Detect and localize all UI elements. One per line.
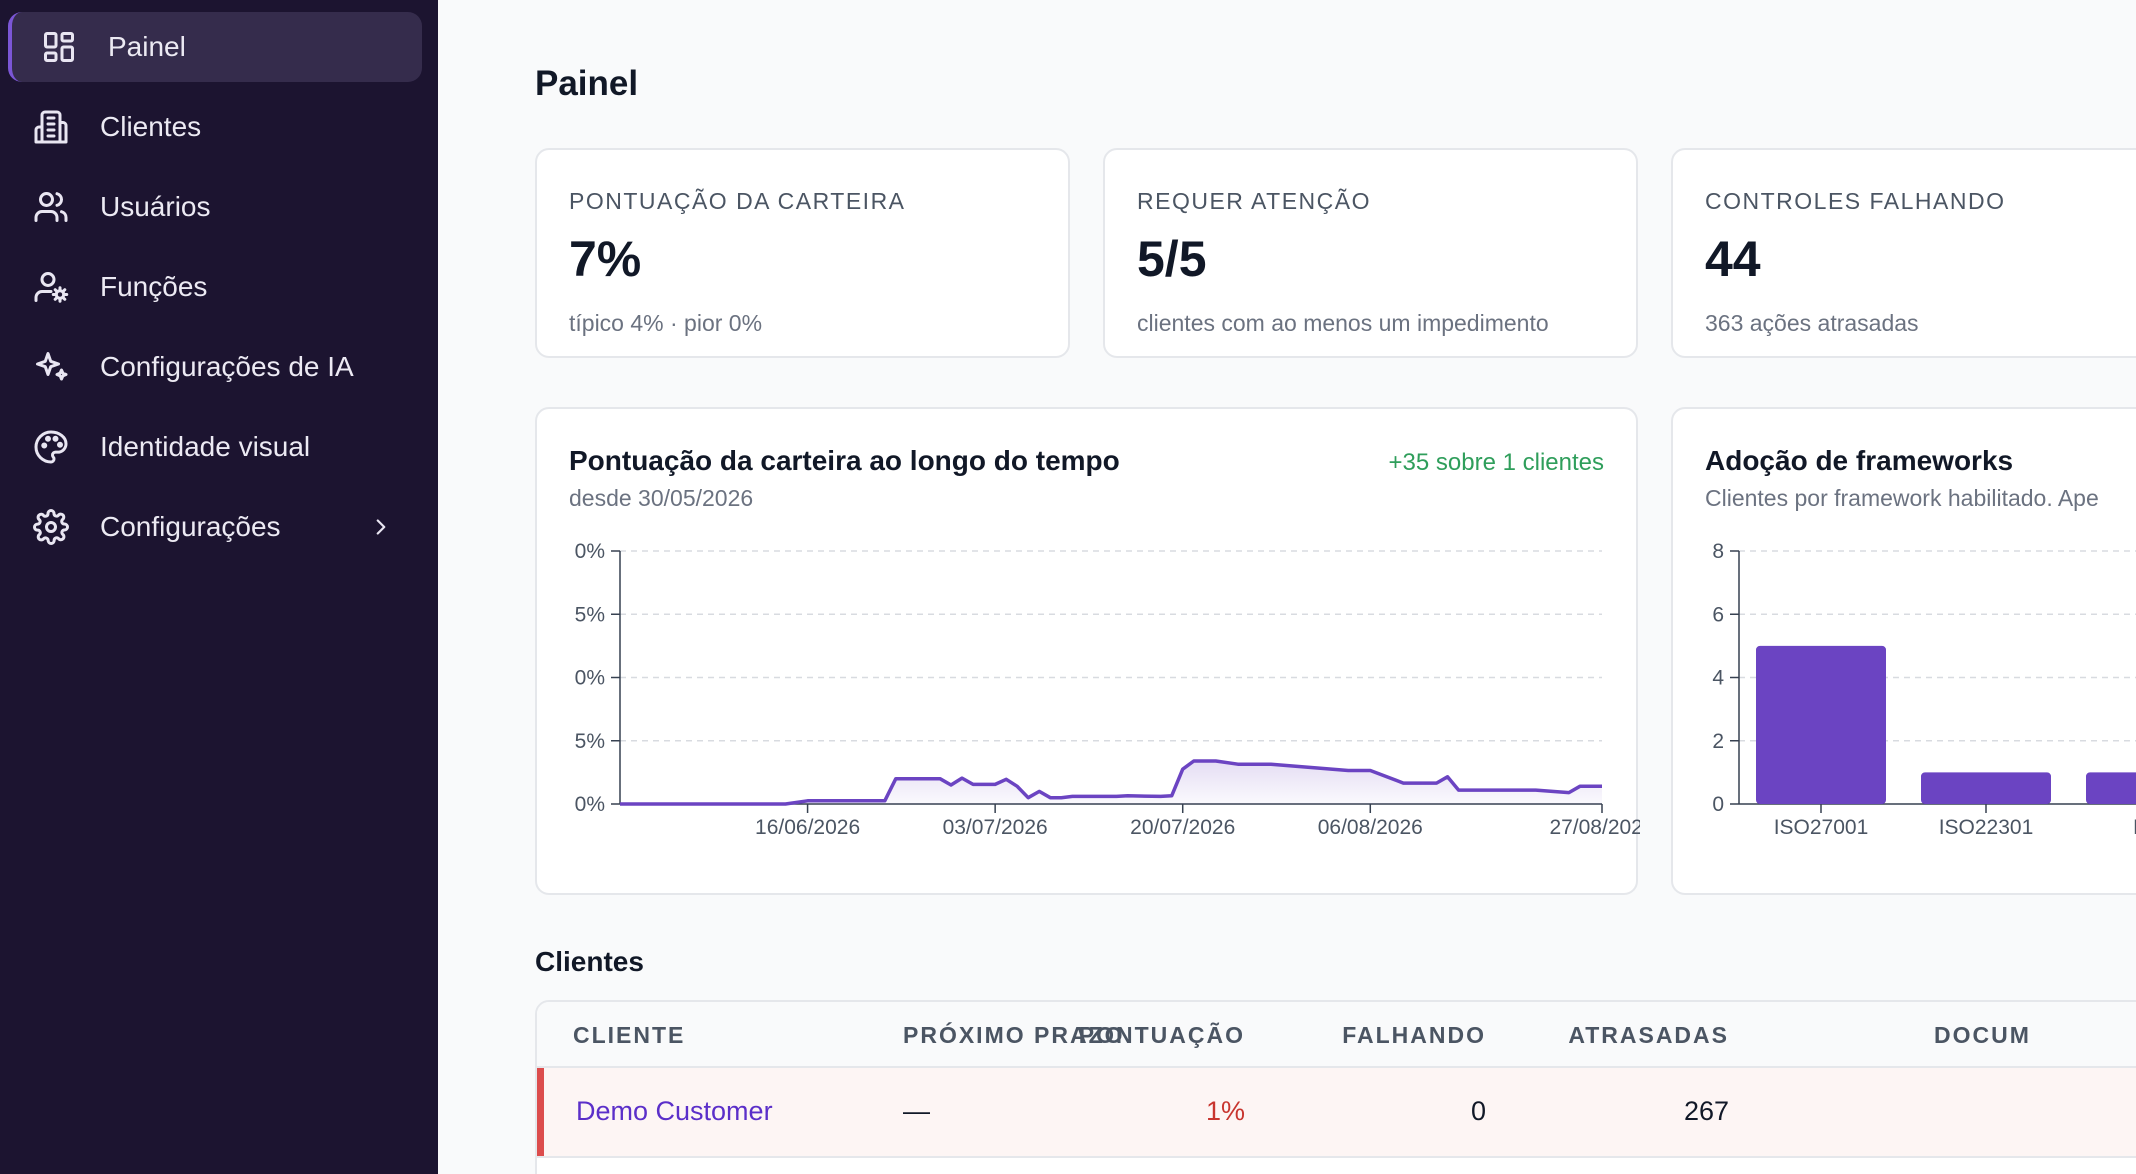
- y-tick-label: 5%: [575, 730, 605, 753]
- kpi-value: 7%: [569, 231, 642, 287]
- main-content: Painel PONTUAÇÃO DA CARTEIRA 7% típico 4…: [438, 0, 2136, 1174]
- series-line: [620, 759, 1602, 806]
- page-title: Painel: [535, 64, 639, 103]
- x-tick-label: 27/08/2026: [1549, 816, 1640, 839]
- cell-proximo-prazo: —: [903, 1096, 930, 1126]
- bar: [1921, 772, 2051, 804]
- kpi-value: 5/5: [1137, 231, 1207, 287]
- column-header-falhando[interactable]: FALHANDO: [1342, 1022, 1486, 1048]
- building-icon: [30, 106, 72, 148]
- chart-title: Pontuação da carteira ao longo do tempo: [569, 445, 1120, 476]
- chart-subtitle: Clientes por framework habilitado. Ape: [1705, 485, 2099, 511]
- sidebar-item-label: Usuários: [100, 191, 211, 222]
- x-tick-label: 16/06/2026: [755, 816, 860, 839]
- clients-table: CLIENTE PRÓXIMO PRAZO PONTUAÇÃO FALHANDO…: [535, 1000, 2136, 1174]
- sidebar-item-funcoes[interactable]: Funções: [8, 252, 422, 322]
- x-tick-label: ISO22301: [1939, 816, 2034, 839]
- kpi-subtext: clientes com ao menos um impedimento: [1137, 310, 1549, 336]
- kpi-subtext: típico 4% · pior 0%: [569, 310, 763, 336]
- sidebar-item-clientes[interactable]: Clientes: [8, 92, 422, 162]
- kpi-label: REQUER ATENÇÃO: [1137, 188, 1371, 214]
- sidebar-item-label: Identidade visual: [100, 431, 311, 462]
- cell-pontuacao: 1%: [1205, 1096, 1245, 1126]
- x-tick-label: ISO: [2133, 816, 2136, 839]
- score-chart-svg: 0% 5% 0% 5% 0% 16/06/2026 03/07/2026 20/07/2026…: [575, 540, 1640, 839]
- y-tick-label: 2: [1712, 730, 1724, 753]
- kpi-subtext: 363 ações atrasadas: [1705, 310, 1919, 336]
- sidebar-item-configuracoes-ia[interactable]: Configurações de IA: [8, 332, 422, 402]
- x-tick-label: ISO27001: [1774, 816, 1869, 839]
- cell-atrasadas: 267: [1683, 1096, 1729, 1126]
- y-tick-label: 8: [1712, 540, 1724, 563]
- frameworks-chart-svg: 0 2 4 6 8 ISO27001 ISO22301 ISO: [1712, 540, 2136, 839]
- row-status-accent: [537, 1068, 544, 1156]
- x-tick-label: 06/08/2026: [1318, 816, 1423, 839]
- kpi-card-failing-controls: CONTROLES FALHANDO 44 363 ações atrasada…: [1671, 148, 2136, 358]
- user-gear-icon: [30, 266, 72, 308]
- chart-subtitle: desde 30/05/2026: [569, 485, 754, 511]
- kpi-label: CONTROLES FALHANDO: [1705, 188, 2006, 214]
- sidebar-item-painel[interactable]: Painel: [8, 12, 422, 82]
- column-header-documentos[interactable]: DOCUM: [1934, 1022, 2031, 1048]
- palette-icon: [30, 426, 72, 468]
- kpi-card-attention: REQUER ATENÇÃO 5/5 clientes com ao menos…: [1103, 148, 1638, 358]
- x-tick-label: 20/07/2026: [1130, 816, 1235, 839]
- y-tick-label: 4: [1712, 667, 1724, 690]
- cell-falhando: 0: [1470, 1096, 1486, 1126]
- chart-delta-badge: +35 sobre 1 clientes: [1388, 449, 1604, 476]
- x-tick-label: 03/07/2026: [943, 816, 1048, 839]
- y-tick-label: 0%: [575, 793, 605, 816]
- score-chart-card: Pontuação da carteira ao longo do tempo …: [535, 407, 1640, 895]
- sidebar-item-configuracoes[interactable]: Configurações: [8, 492, 422, 562]
- sparkles-icon: [30, 346, 72, 388]
- y-tick-label: 0: [1712, 793, 1724, 816]
- client-name-link[interactable]: Demo Customer: [576, 1096, 773, 1126]
- chart-title: Adoção de frameworks: [1705, 445, 2014, 476]
- frameworks-chart-card: Adoção de frameworks Clientes por framew…: [1671, 407, 2136, 895]
- y-tick-label: 6: [1712, 603, 1724, 626]
- bar: [1756, 645, 1886, 804]
- sidebar-item-label: Funções: [100, 271, 208, 302]
- kpi-card-portfolio-score: PONTUAÇÃO DA CARTEIRA 7% típico 4% · pio…: [535, 148, 1070, 358]
- bar: [2086, 772, 2136, 804]
- clients-section-title: Clientes: [535, 946, 644, 977]
- sidebar: Painel Clientes Usuários Funções Configu…: [0, 0, 438, 1174]
- table-header: CLIENTE PRÓXIMO PRAZO PONTUAÇÃO FALHANDO…: [537, 1002, 2136, 1068]
- column-header-cliente[interactable]: CLIENTE: [573, 1022, 686, 1048]
- sidebar-item-label: Configurações de IA: [100, 351, 354, 382]
- kpi-label: PONTUAÇÃO DA CARTEIRA: [569, 188, 906, 214]
- sidebar-item-identidade-visual[interactable]: Identidade visual: [8, 412, 422, 482]
- column-header-proximo-prazo[interactable]: PRÓXIMO PRAZO: [903, 1022, 1125, 1048]
- sidebar-item-label: Configurações: [100, 511, 281, 542]
- kpi-value: 44: [1705, 231, 1761, 287]
- dashboard-grid-icon: [38, 26, 80, 68]
- column-header-atrasadas[interactable]: ATRASADAS: [1568, 1022, 1729, 1048]
- column-header-pontuacao[interactable]: PONTUAÇÃO: [1078, 1022, 1245, 1048]
- gear-icon: [30, 506, 72, 548]
- y-tick-label: 0%: [575, 540, 605, 563]
- sidebar-item-label: Painel: [108, 31, 186, 62]
- y-tick-label: 0%: [575, 667, 605, 690]
- sidebar-item-usuarios[interactable]: Usuários: [8, 172, 422, 242]
- sidebar-item-label: Clientes: [100, 111, 202, 142]
- users-icon: [30, 186, 72, 228]
- chevron-right-icon[interactable]: [368, 514, 394, 540]
- table-row[interactable]: Demo Customer — 1% 0 267: [537, 1068, 2136, 1158]
- y-tick-label: 5%: [575, 603, 605, 626]
